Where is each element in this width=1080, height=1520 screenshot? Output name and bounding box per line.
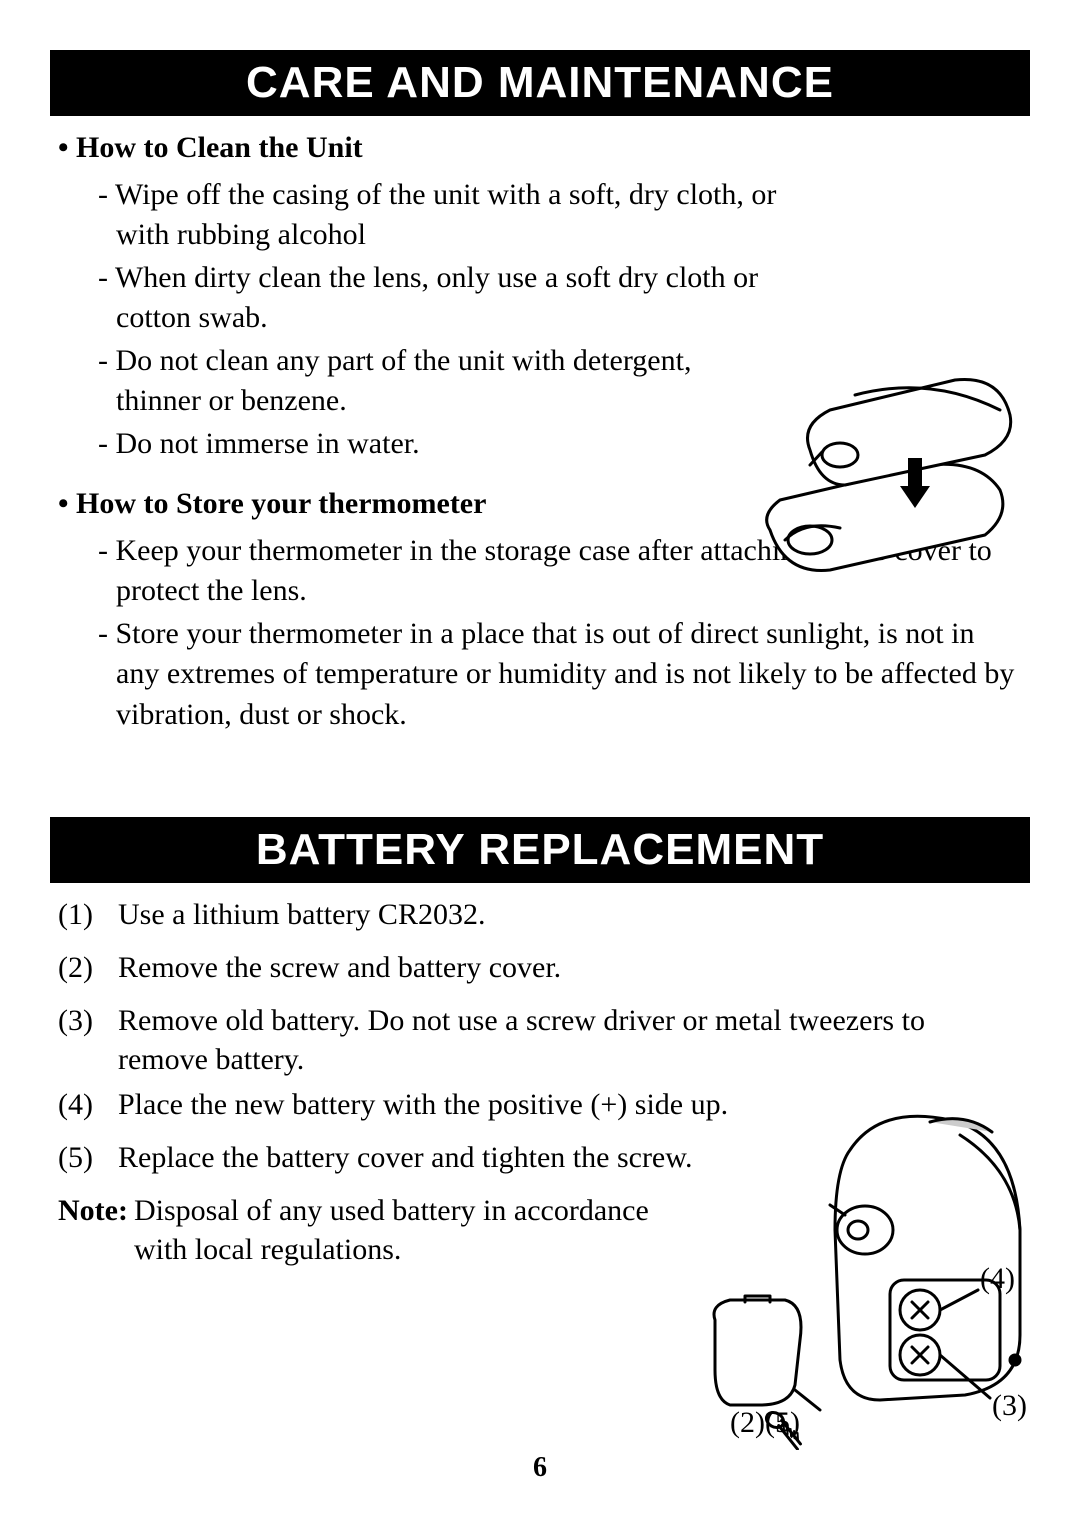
store-item: - Store your thermometer in a place that… bbox=[98, 614, 1022, 736]
step-num: (5) bbox=[58, 1138, 118, 1177]
callout-3: (3) bbox=[992, 1389, 1027, 1422]
step-num: (2) bbox=[58, 948, 118, 987]
battery-diagram-illustration: (2)(5) (3) (4) bbox=[620, 1110, 1040, 1450]
step-num: (4) bbox=[58, 1085, 118, 1124]
callout-25: (2)(5) bbox=[730, 1406, 800, 1439]
clean-item: - Do not immerse in water. bbox=[98, 424, 778, 465]
step-text: Remove the screw and battery cover. bbox=[118, 948, 1022, 987]
note-label: Note: bbox=[58, 1191, 128, 1269]
clean-item: - Wipe off the casing of the unit with a… bbox=[98, 175, 778, 256]
step-num: (3) bbox=[58, 1001, 118, 1079]
battery-note: Note: Disposal of any used battery in ac… bbox=[58, 1191, 658, 1269]
clean-heading: • How to Clean the Unit bbox=[58, 128, 1022, 169]
step-text: Use a lithium battery CR2032. bbox=[118, 895, 1022, 934]
clean-list: - Wipe off the casing of the unit with a… bbox=[58, 175, 778, 465]
battery-step: (3) Remove old battery. Do not use a scr… bbox=[58, 1001, 1022, 1079]
battery-step: (1) Use a lithium battery CR2032. bbox=[58, 895, 1022, 934]
callout-4: (4) bbox=[980, 1262, 1015, 1295]
section-header-battery: BATTERY REPLACEMENT bbox=[50, 817, 1030, 883]
note-text: Disposal of any used battery in accordan… bbox=[134, 1191, 658, 1269]
storage-case-illustration bbox=[750, 370, 1020, 600]
page-number: 6 bbox=[0, 1452, 1080, 1484]
section-header-care: CARE AND MAINTENANCE bbox=[50, 50, 1030, 116]
clean-item: - Do not clean any part of the unit with… bbox=[98, 341, 778, 422]
step-text: Remove old battery. Do not use a screw d… bbox=[118, 1001, 938, 1079]
battery-step: (2) Remove the screw and battery cover. bbox=[58, 948, 1022, 987]
clean-item: - When dirty clean the lens, only use a … bbox=[98, 258, 778, 339]
step-num: (1) bbox=[58, 895, 118, 934]
